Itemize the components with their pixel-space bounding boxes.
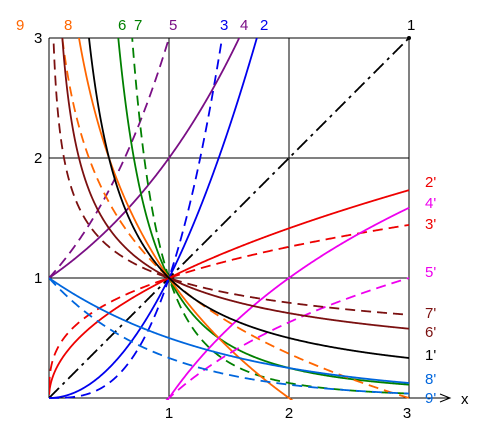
curve-label-4: 4 xyxy=(240,17,248,34)
curve-label-8-prime: 8' xyxy=(425,371,436,388)
curve-label-6: 6 xyxy=(118,17,126,34)
y-tick-2: 2 xyxy=(34,150,42,167)
curve-7-prime xyxy=(52,38,410,316)
curve-label-4-prime: 4' xyxy=(425,195,436,212)
x-tick-3: 3 xyxy=(403,405,411,422)
curve-8-prime xyxy=(49,277,410,384)
curve-label-5: 5 xyxy=(169,17,177,34)
curve-label-8: 8 xyxy=(64,17,72,34)
curve-1 xyxy=(49,38,410,399)
x-tick-2: 2 xyxy=(285,405,293,422)
curve-9 xyxy=(61,38,410,399)
curve-label-1-prime: 1' xyxy=(425,347,436,364)
curve-label-5-prime: 5' xyxy=(425,264,436,281)
y-tick-1: 1 xyxy=(34,270,42,287)
curve-7 xyxy=(131,38,410,395)
curve-6 xyxy=(117,38,410,386)
x-tick-labels: 1 2 3 xyxy=(165,405,411,422)
curve-5-prime xyxy=(165,277,410,400)
curve-label-1: 1 xyxy=(407,17,415,34)
curve-label-2-prime: 2' xyxy=(425,174,436,191)
curve-label-3: 3 xyxy=(220,17,228,34)
curve-label-3-prime: 3' xyxy=(425,216,436,233)
curve-2 xyxy=(49,38,258,399)
curve-label-7: 7 xyxy=(134,17,142,34)
x-tick-1: 1 xyxy=(165,405,173,422)
curve-label-9: 9 xyxy=(16,17,24,34)
x-axis xyxy=(49,393,452,403)
curve-3-prime xyxy=(49,224,410,387)
curve-4-prime xyxy=(166,206,410,400)
curve-1-end-dot xyxy=(407,36,411,40)
y-tick-3: 3 xyxy=(34,30,42,47)
curve-label-7-prime: 7' xyxy=(425,305,436,322)
y-tick-labels: 1 2 3 xyxy=(34,30,42,287)
curve-9-prime xyxy=(49,277,410,395)
curve-label-6-prime: 6' xyxy=(425,324,436,341)
curve-6-prime xyxy=(61,38,410,330)
curve-label-9-prime: 9' xyxy=(425,390,436,407)
curve-label-2: 2 xyxy=(260,17,268,34)
curve-1-prime xyxy=(88,38,410,359)
curves xyxy=(49,38,410,400)
x-axis-label: x xyxy=(461,391,469,408)
